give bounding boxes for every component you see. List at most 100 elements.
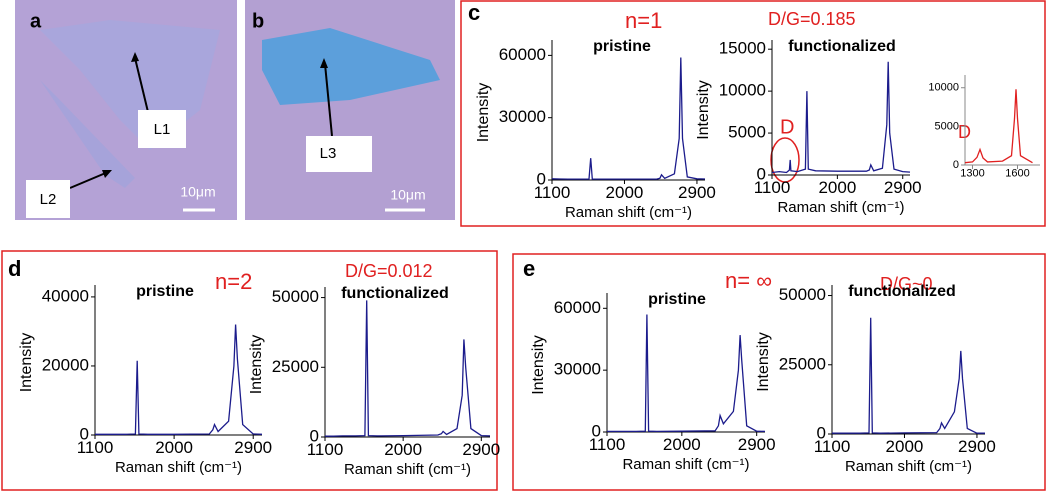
x-tick-label: 1600 [1005, 168, 1029, 180]
dg-ratio: D/G=0.012 [345, 261, 433, 281]
x-tick-label: 1100 [589, 435, 626, 454]
chart-title: pristine [136, 283, 194, 300]
y-tick-label: 0 [537, 169, 546, 188]
x-axis-label: Raman shift (cm⁻¹) [845, 458, 972, 475]
y-axis-label: Intensity [695, 80, 712, 140]
y-tick-label: 30000 [554, 360, 601, 379]
spectrum-line [832, 317, 985, 434]
y-tick-label: 0 [953, 159, 959, 171]
annotation: L2 [40, 191, 57, 208]
spectrum-line [551, 57, 706, 180]
flake [40, 80, 135, 188]
x-axis-label: Raman shift (cm⁻¹) [622, 456, 749, 473]
x-axis-label: Raman shift (cm⁻¹) [344, 461, 471, 478]
arrowhead [131, 52, 139, 62]
x-axis-label: Raman shift (cm⁻¹) [777, 199, 904, 216]
x-axis-label: Raman shift (cm⁻¹) [115, 459, 242, 476]
x-tick-label: 1100 [77, 438, 114, 457]
dg-ratio: D/G~0 [880, 274, 933, 294]
highlight [770, 137, 800, 183]
panel-label: c [468, 0, 480, 25]
chart-title: functionalized [341, 285, 449, 302]
x-tick-label: 2900 [234, 438, 272, 457]
panel-label: b [252, 10, 264, 32]
y-tick-label: 50000 [272, 287, 319, 306]
y-tick-label: 0 [80, 424, 89, 443]
arrow [134, 57, 149, 113]
y-tick-label: 15000 [719, 39, 766, 58]
panel-label: d [8, 256, 21, 281]
spectrum-line [325, 300, 491, 437]
y-tick-label: 30000 [499, 107, 546, 126]
scale-label: 10μm [180, 184, 215, 200]
chart-title: functionalized [848, 283, 956, 300]
dg-ratio: D/G=0.185 [768, 9, 856, 29]
spectrum-line [771, 61, 911, 174]
spectrum-line [95, 324, 263, 435]
arrowhead [320, 58, 328, 68]
annotation: L1 [154, 121, 171, 138]
chart-title: pristine [648, 291, 706, 308]
layer-count: n=2 [215, 269, 252, 294]
x-tick-label: 1100 [754, 178, 791, 197]
y-tick-label: 50000 [779, 285, 826, 304]
y-tick-label: 60000 [554, 298, 601, 317]
x-tick-label: 2000 [606, 183, 644, 202]
y-tick-label: 25000 [272, 357, 319, 376]
y-tick-label: 5000 [935, 120, 959, 132]
panel-label: a [30, 10, 42, 32]
panel-frame [460, 0, 1046, 227]
label-box [306, 136, 372, 172]
x-tick-label: 2000 [384, 440, 422, 459]
spectrum-line [607, 314, 766, 433]
x-tick-label: 2000 [886, 437, 924, 456]
label-box [26, 180, 70, 218]
y-axis-label: Intensity [530, 335, 547, 395]
y-tick-label: 5000 [728, 123, 766, 142]
y-tick-label: 25000 [779, 354, 826, 373]
y-axis-label: Intensity [18, 333, 35, 393]
panel-frame [512, 253, 1046, 491]
layer-count: n=1 [625, 8, 662, 33]
chart-title: functionalized [788, 38, 896, 55]
x-tick-label: 2900 [958, 437, 996, 456]
y-tick-label: 10000 [928, 82, 959, 94]
x-tick-label: 2000 [155, 438, 193, 457]
arrowhead [102, 170, 112, 178]
x-tick-label: 2900 [738, 435, 776, 454]
y-axis-label: Intensity [755, 332, 772, 392]
layer-count: n= ∞ [725, 268, 772, 293]
y-axis-label: Intensity [475, 83, 492, 143]
peak-label: D [780, 116, 794, 138]
annotation: L3 [320, 145, 337, 162]
x-tick-label: 1300 [960, 168, 984, 180]
spectrum-line [964, 89, 1033, 164]
y-tick-label: 40000 [42, 286, 89, 305]
x-tick-label: 2900 [884, 178, 922, 197]
y-tick-label: 20000 [42, 355, 89, 374]
y-tick-label: 60000 [499, 45, 546, 64]
x-tick-label: 1100 [307, 440, 344, 459]
chart-title: pristine [593, 38, 651, 55]
scale-label: 10μm [390, 187, 425, 203]
panel-frame [1, 250, 498, 491]
x-tick-label: 2900 [678, 183, 716, 202]
x-tick-label: 2000 [818, 178, 856, 197]
y-axis-label: Intensity [248, 335, 265, 395]
x-tick-label: 1100 [814, 437, 851, 456]
flake [262, 28, 440, 105]
arrow [324, 63, 333, 137]
y-tick-label: 0 [592, 421, 601, 440]
x-tick-label: 2000 [663, 435, 701, 454]
label-box [138, 110, 186, 148]
x-tick-label: 2900 [462, 440, 500, 459]
y-tick-label: 0 [310, 426, 319, 445]
y-tick-label: 0 [757, 164, 766, 183]
y-tick-label: 0 [817, 423, 826, 442]
x-axis-label: Raman shift (cm⁻¹) [565, 204, 692, 221]
arrow [69, 171, 109, 189]
y-tick-label: 10000 [719, 81, 766, 100]
x-tick-label: 1100 [534, 183, 571, 202]
panel-label: e [523, 256, 535, 281]
